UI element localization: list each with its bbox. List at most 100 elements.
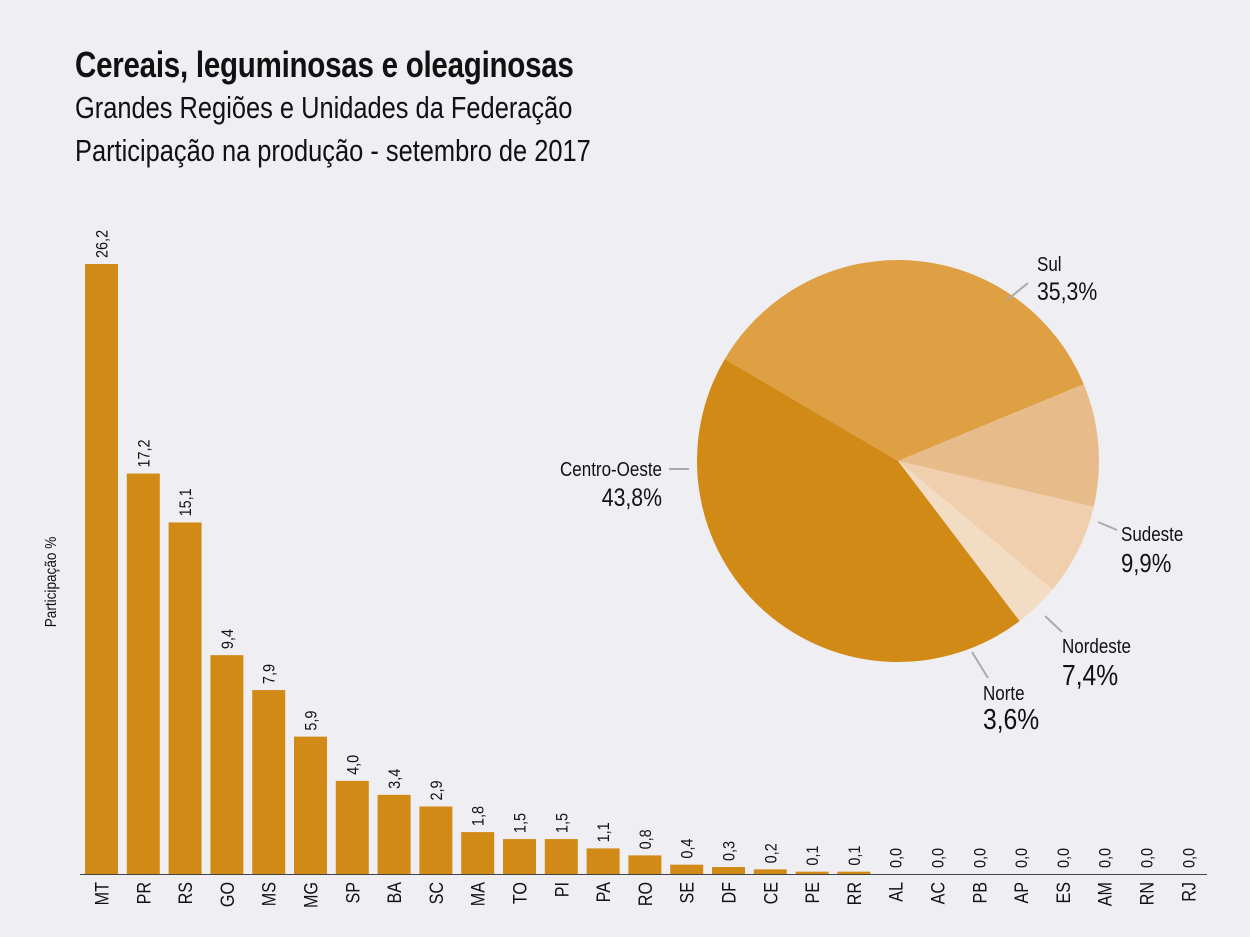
x-tick-label: MG — [300, 882, 322, 908]
x-tick-label: PB — [969, 882, 991, 904]
x-tick-label: PE — [802, 882, 824, 904]
x-tick-label: SP — [342, 882, 364, 904]
x-tick-label: RJ — [1178, 882, 1200, 902]
leader-line — [971, 651, 989, 679]
x-tick-label: MS — [258, 882, 280, 906]
x-tick-label: BA — [384, 882, 406, 904]
bar-value-label: 1,5 — [553, 813, 571, 833]
pie-value-centro-oeste: 43,8% — [602, 483, 662, 511]
bar-to — [503, 839, 536, 874]
bar-pi — [544, 839, 578, 874]
bar-value-label: 1,1 — [595, 822, 613, 842]
bar-value-label: 0,0 — [929, 848, 947, 868]
x-tick-label: AC — [927, 882, 949, 905]
bar-value-label: 9,4 — [219, 629, 237, 649]
pie-label-centro-oeste: Centro-Oeste — [560, 458, 662, 481]
y-axis-label: Participação % — [43, 537, 60, 628]
pie-value-sul: 35,3% — [1037, 277, 1097, 305]
x-tick-label: MA — [467, 882, 489, 906]
pie-slice-sul — [724, 260, 1084, 461]
bar-value-label: 2,9 — [428, 780, 446, 800]
pie-label-norte: Norte — [983, 682, 1025, 705]
pie-value-norte: 3,6% — [983, 703, 1039, 735]
bar-value-label: 0,0 — [888, 848, 906, 868]
bar-ro — [628, 855, 662, 874]
pie-value-nordeste: 7,4% — [1062, 659, 1118, 691]
pie-slice-centro-oeste — [697, 359, 1020, 662]
bar-pa — [586, 848, 620, 874]
bar-value-label: 7,9 — [261, 664, 279, 684]
x-tick-label: CE — [760, 882, 782, 904]
x-tick-label: DF — [718, 882, 740, 904]
x-tick-label: GO — [217, 882, 239, 907]
pie-slice-nordeste — [898, 461, 1094, 590]
bar-value-label: 0,0 — [1055, 848, 1073, 868]
pie-value-sudeste: 9,9% — [1121, 549, 1171, 578]
bar-rr — [837, 871, 871, 874]
x-tick-label: PR — [133, 882, 155, 904]
pie-label-nordeste: Nordeste — [1062, 635, 1131, 658]
bar-mg — [294, 736, 327, 874]
x-tick-label: AL — [885, 882, 907, 902]
leader-line — [1044, 615, 1063, 633]
bar-value-label: 0,8 — [637, 829, 655, 849]
bar-pr — [126, 473, 160, 874]
bar-value-label: 5,9 — [302, 710, 320, 730]
x-tick-label: RR — [844, 882, 866, 905]
bar-sc — [419, 806, 453, 874]
x-tick-label: ES — [1053, 882, 1075, 904]
bar-sp — [335, 780, 369, 874]
bar-value-label: 0,4 — [679, 838, 697, 858]
bar-value-label: 0,0 — [971, 848, 989, 868]
bar-value-label: 0,0 — [1138, 848, 1156, 868]
bar-se — [670, 864, 704, 874]
bar-mt — [85, 264, 118, 874]
chart-title: Cereais, leguminosas e oleaginosas — [75, 44, 574, 85]
x-tick-label: RS — [175, 882, 197, 904]
bar-ce — [753, 869, 787, 874]
bar-value-label: 4,0 — [344, 755, 362, 775]
bar-value-label: 1,8 — [470, 806, 488, 826]
bar-value-label: 15,1 — [177, 488, 195, 516]
pie-slice-norte — [898, 461, 1053, 622]
x-tick-label: RO — [635, 882, 657, 906]
chart-subtitle-2: Participação na produção - setembro de 2… — [75, 133, 591, 168]
pie-label-sul: Sul — [1037, 253, 1062, 276]
bar-rs — [168, 522, 202, 874]
bar-chart: Participação % 26,2 MT 17,2 PR 15,1 RS 9,4 GO 7,9… — [43, 230, 1207, 908]
bar-value-label: 1,5 — [511, 813, 529, 833]
x-tick-label: AP — [1011, 882, 1033, 904]
x-tick-label: AM — [1094, 882, 1116, 906]
x-tick-label: TO — [509, 882, 531, 904]
bar-value-label: 3,4 — [386, 769, 404, 789]
bar-value-label: 0,0 — [1097, 848, 1115, 868]
pie-slice-sudeste — [898, 384, 1099, 507]
x-tick-label: SC — [426, 882, 448, 905]
pie-label-sudeste: Sudeste — [1121, 523, 1183, 546]
bar-df — [712, 867, 745, 874]
chart-subtitle: Grandes Regiões e Unidades da Federação — [75, 90, 573, 125]
bar-value-label: 0,0 — [1180, 848, 1198, 868]
bar-value-label: 0,3 — [720, 841, 738, 861]
bar-value-label: 0,1 — [846, 846, 864, 866]
x-tick-label: RN — [1136, 882, 1158, 905]
x-tick-label: PI — [551, 882, 573, 897]
leader-line — [1097, 521, 1118, 531]
leader-line — [1006, 282, 1029, 301]
bar-go — [210, 655, 244, 874]
bar-value-label: 0,1 — [804, 846, 822, 866]
bar-value-label: 0,0 — [1013, 848, 1031, 868]
bar-value-label: 26,2 — [93, 230, 111, 258]
x-tick-label: SE — [676, 882, 698, 904]
bar-ms — [252, 690, 286, 874]
x-tick-label: PA — [593, 882, 615, 903]
bar-ma — [461, 832, 495, 874]
bar-ba — [377, 794, 411, 874]
bar-value-label: 0,2 — [762, 843, 780, 863]
bar-value-label: 17,2 — [135, 439, 153, 467]
bar-pe — [795, 871, 829, 874]
x-tick-label: MT — [91, 882, 113, 906]
